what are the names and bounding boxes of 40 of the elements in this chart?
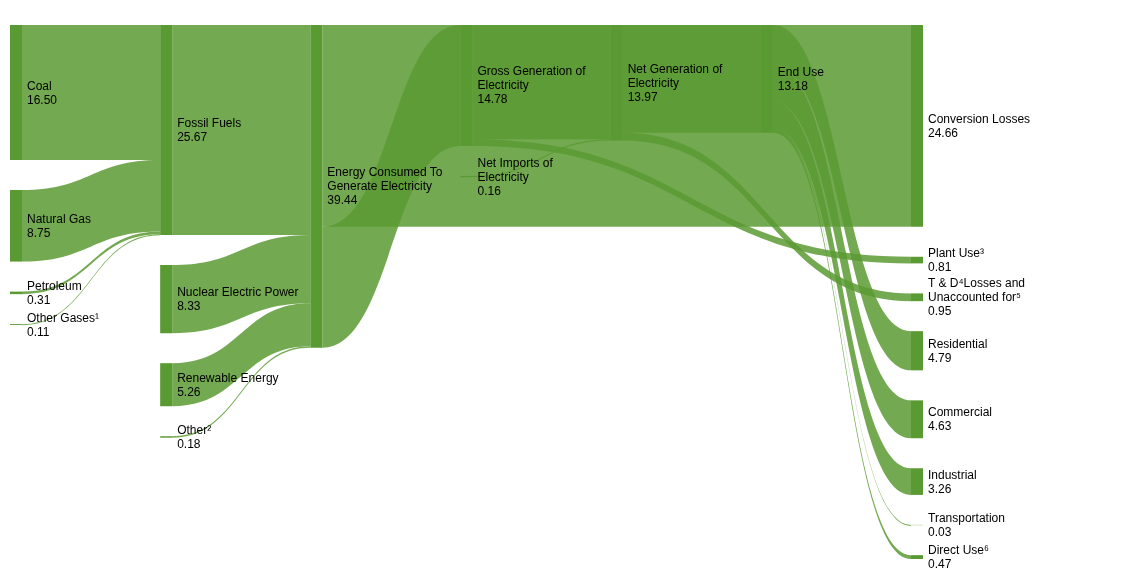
data-label: 25.67 — [177, 130, 208, 145]
category-label: Nuclear Electric Power — [177, 285, 299, 300]
data-label: 4.63 — [928, 419, 952, 434]
category-label: Gross Generation of Electricity — [477, 64, 589, 93]
data-label: 16.50 — [27, 92, 58, 107]
data-label: 0.31 — [27, 292, 51, 307]
data-label: 0.47 — [928, 557, 952, 572]
data-label: 0.11 — [27, 324, 50, 339]
category-label: Residential — [928, 336, 988, 351]
data-label: 13.97 — [627, 89, 659, 104]
data-label: 0.95 — [928, 304, 952, 319]
category-label: Other Gases¹ — [27, 310, 100, 325]
category-label: Net Generation of Electricity — [627, 61, 726, 90]
category-label: Direct Use⁶ — [928, 543, 990, 558]
category-label: Energy Consumed To Generate Electricity — [327, 165, 446, 194]
data-label: 8.75 — [27, 225, 51, 240]
category-label: End Use — [777, 64, 825, 79]
category-label: Fossil Fuels — [177, 116, 242, 131]
category-label: Coal — [27, 78, 52, 93]
data-label: 8.33 — [177, 299, 201, 314]
data-label: 13.18 — [777, 78, 809, 93]
data-label: 4.79 — [928, 350, 952, 365]
category-label: Natural Gas — [27, 211, 92, 226]
category-label: Transportation — [928, 511, 1005, 526]
category-label: Industrial — [928, 467, 977, 482]
category-label: Conversion Losses — [928, 111, 1031, 126]
data-label: 5.26 — [177, 384, 201, 399]
category-label: Renewable Energy — [177, 370, 279, 385]
category-label: Plant Use³ — [928, 246, 985, 261]
data-label: 0.18 — [177, 436, 201, 451]
category-label: T & D⁴Losses and Unaccounted for⁵ — [928, 276, 1029, 305]
data-label: 0.16 — [477, 183, 502, 198]
category-label: Commercial — [928, 405, 993, 420]
data-label: 24.66 — [928, 125, 959, 140]
data-label: 14.78 — [477, 92, 508, 107]
data-label: 0.03 — [928, 525, 952, 540]
data-label: 3.26 — [928, 481, 952, 496]
category-label: Net Imports of Electricity — [477, 155, 557, 184]
data-label: 39.44 — [327, 193, 358, 208]
data-label: 0.81 — [928, 260, 952, 275]
